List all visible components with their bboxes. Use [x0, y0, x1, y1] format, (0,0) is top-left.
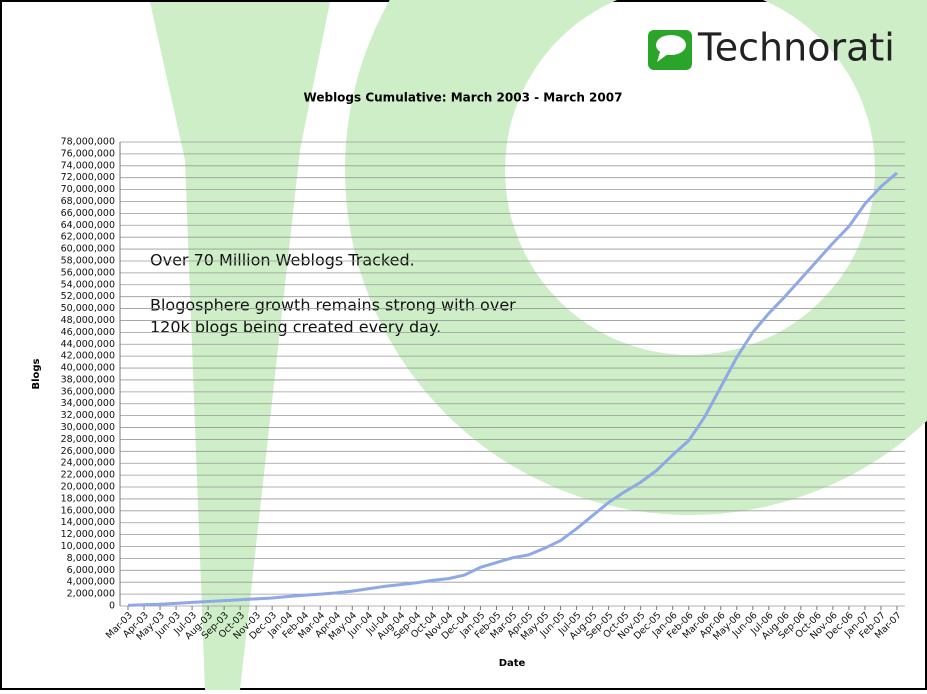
y-tick-label: 6,000,000	[67, 565, 115, 576]
y-tick-label: 32,000,000	[61, 410, 115, 421]
y-tick-label: 78,000,000	[61, 137, 115, 148]
chart-title: Weblogs Cumulative: March 2003 - March 2…	[304, 91, 623, 105]
y-tick-label: 20,000,000	[61, 482, 115, 493]
y-tick-label: 14,000,000	[61, 517, 115, 528]
y-tick-label: 56,000,000	[61, 267, 115, 278]
y-tick-label: 34,000,000	[61, 398, 115, 409]
y-tick-label: 42,000,000	[61, 351, 115, 362]
y-tick-label: 58,000,000	[61, 255, 115, 266]
y-tick-label: 8,000,000	[67, 553, 115, 564]
y-tick-label: 44,000,000	[61, 339, 115, 350]
y-tick-label: 60,000,000	[61, 244, 115, 255]
brand: Technorati	[697, 26, 895, 70]
y-tick-label: 64,000,000	[61, 220, 115, 231]
y-tick-label: 26,000,000	[61, 446, 115, 457]
y-tick-label: 28,000,000	[61, 434, 115, 445]
y-tick-label: 70,000,000	[61, 184, 115, 195]
y-tick-label: 30,000,000	[61, 422, 115, 433]
y-tick-label: 10,000,000	[61, 541, 115, 552]
y-tick-label: 0	[109, 601, 115, 612]
y-tick-label: 52,000,000	[61, 291, 115, 302]
y-tick-label: 16,000,000	[61, 505, 115, 516]
y-tick-label: 54,000,000	[61, 279, 115, 290]
y-tick-label: 18,000,000	[61, 493, 115, 504]
y-tick-label: 38,000,000	[61, 374, 115, 385]
y-tick-label: 24,000,000	[61, 458, 115, 469]
y-tick-label: 74,000,000	[61, 160, 115, 171]
y-tick-label: 2,000,000	[67, 589, 115, 600]
y-tick-label: 46,000,000	[61, 327, 115, 338]
y-tick-label: 4,000,000	[67, 577, 115, 588]
y-axis-label: Blogs	[31, 358, 42, 389]
y-tick-label: 76,000,000	[61, 148, 115, 159]
y-tick-label: 22,000,000	[61, 470, 115, 481]
annotation: Over 70 Million Weblogs Tracked.	[150, 251, 415, 270]
annotation: Blogosphere growth remains strong with o…	[150, 296, 516, 315]
y-tick-label: 62,000,000	[61, 232, 115, 243]
y-tick-label: 40,000,000	[61, 363, 115, 374]
y-tick-label: 48,000,000	[61, 315, 115, 326]
y-tick-label: 12,000,000	[61, 529, 115, 540]
y-tick-label: 36,000,000	[61, 386, 115, 397]
y-tick-label: 72,000,000	[61, 172, 115, 183]
y-tick-label: 50,000,000	[61, 303, 115, 314]
x-axis-label: Date	[499, 658, 526, 669]
y-tick-label: 66,000,000	[61, 208, 115, 219]
chart: Technorati Weblogs Cumulative: March 200…	[0, 0, 927, 690]
logo-icon	[648, 30, 692, 70]
y-tick-label: 68,000,000	[61, 196, 115, 207]
